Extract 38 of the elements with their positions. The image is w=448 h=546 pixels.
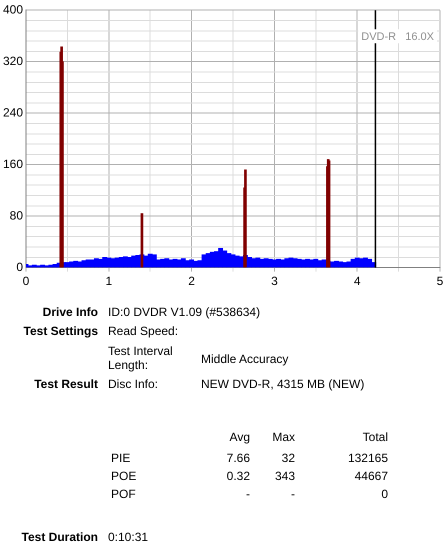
text: Max bbox=[271, 430, 295, 444]
y-tick-label: 160 bbox=[2, 156, 24, 171]
text: Test Settings bbox=[22, 324, 98, 338]
text: Avg bbox=[228, 430, 250, 444]
text: Total bbox=[362, 430, 388, 444]
text: NEW DVD-R, 4315 MB (NEW) bbox=[201, 377, 366, 391]
text: POE bbox=[111, 469, 138, 483]
x-tick-label: 4 bbox=[354, 274, 361, 288]
text: - bbox=[245, 487, 250, 501]
y-tick-label: 400 bbox=[2, 2, 24, 17]
text: Test Duration bbox=[20, 530, 98, 544]
text: Read Speed: bbox=[108, 324, 180, 338]
y-tick-label: 320 bbox=[2, 54, 24, 68]
y-tick-label: 80 bbox=[10, 208, 24, 222]
text: Test Result bbox=[33, 377, 98, 391]
x-tick-label: 5 bbox=[436, 274, 444, 288]
text: ID:0 DVDR V1.09 (#538634) bbox=[108, 305, 262, 319]
text: 0 bbox=[380, 487, 388, 501]
text: PIE bbox=[111, 451, 132, 465]
text: 132165 bbox=[346, 451, 388, 465]
y-tick-label: 240 bbox=[2, 105, 24, 120]
text: 343 bbox=[274, 469, 295, 483]
x-tick-label: 1 bbox=[105, 274, 112, 288]
text: 32 bbox=[280, 451, 295, 465]
text: 7.66 bbox=[226, 451, 250, 465]
text: 44667 bbox=[354, 469, 388, 483]
annotation: DVD-R 16.0X bbox=[361, 31, 435, 44]
text: Disc Info: bbox=[108, 377, 160, 391]
text: Drive Info bbox=[42, 305, 98, 319]
text: 0.32 bbox=[226, 469, 250, 483]
text: POF bbox=[111, 487, 137, 501]
x-tick-label: 3 bbox=[271, 274, 278, 288]
text: Middle Accuracy bbox=[201, 352, 290, 366]
x-tick-label: 2 bbox=[188, 274, 196, 288]
y-tick-label: 0 bbox=[16, 260, 24, 274]
text: - bbox=[290, 487, 295, 501]
text: 0:10:31 bbox=[108, 530, 150, 544]
text: Test Interval Length: bbox=[108, 344, 174, 372]
